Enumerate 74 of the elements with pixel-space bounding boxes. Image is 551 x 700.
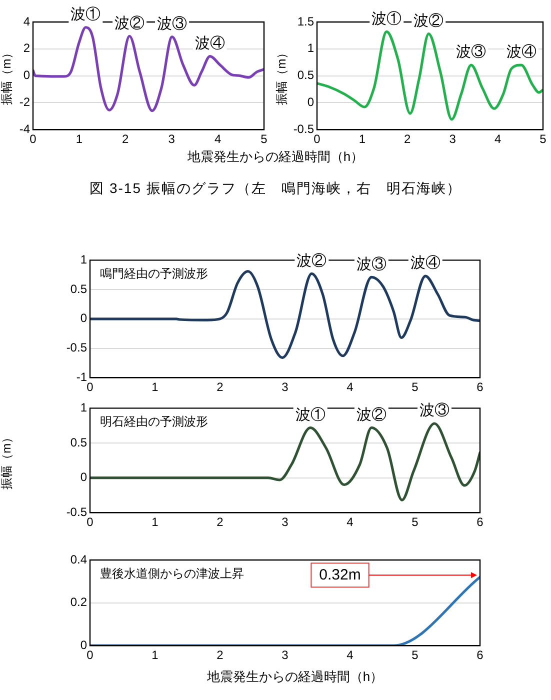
x-tick-label: 5 bbox=[260, 132, 268, 146]
x-tick-label: 6 bbox=[476, 648, 484, 662]
caption: 図 3-15 振幅のグラフ（左 鳴門海峡，右 明石海峡） bbox=[88, 180, 462, 198]
x-tick-label: 2 bbox=[404, 132, 412, 146]
y-tick-label: 0.2 bbox=[70, 595, 88, 610]
x-tick-label: 6 bbox=[476, 515, 484, 530]
x-axis-title: 地震発生からの経過時間（h） bbox=[206, 668, 384, 686]
annotation: 波④ bbox=[410, 254, 440, 272]
y-tick-label: 0 bbox=[80, 311, 88, 326]
y-tick-label: -1 bbox=[76, 370, 88, 384]
x-tick-label: 3 bbox=[282, 648, 289, 662]
x-tick-label: 5 bbox=[412, 380, 419, 394]
x-tick-label: 4 bbox=[214, 132, 222, 146]
annotation: 0.32m bbox=[319, 566, 361, 584]
y-tick-label: 1 bbox=[80, 400, 88, 415]
x-tick-label: 3 bbox=[282, 380, 289, 394]
annotation: 波③ bbox=[356, 256, 386, 273]
x-tick-label: 1 bbox=[152, 380, 159, 394]
x-tick-label: 2 bbox=[216, 515, 224, 530]
text: 豊後水道側からの津波上昇 bbox=[100, 566, 244, 580]
y-tick-label: 0.5 bbox=[297, 68, 314, 82]
text: 鳴門経由の予測波形 bbox=[100, 266, 208, 281]
x-tick-label: 3 bbox=[282, 515, 289, 530]
x-tick-label: 4 bbox=[346, 648, 354, 662]
x-tick-label: 2 bbox=[216, 380, 224, 394]
y-tick-label: 4 bbox=[23, 14, 30, 28]
x-tick-label: 4 bbox=[346, 380, 354, 394]
y-tick-label: -4 bbox=[19, 122, 30, 136]
y-tick-label: 0.5 bbox=[70, 282, 88, 296]
y-axis-title: 振幅（m） bbox=[274, 46, 289, 105]
y-axis-title: 振幅（m） bbox=[0, 431, 14, 490]
x-tick-label: 1 bbox=[152, 515, 159, 530]
x-tick-label: 5 bbox=[412, 648, 419, 662]
y-tick-label: -0.5 bbox=[293, 122, 314, 136]
y-tick-label: 0 bbox=[80, 638, 88, 652]
annotation: 波① bbox=[70, 6, 101, 24]
x-axis-title: 地震発生からの経過時間（h） bbox=[186, 148, 365, 166]
y-tick-label: 0 bbox=[307, 95, 314, 110]
annotation: 波② bbox=[414, 12, 444, 30]
y-tick-label: 2 bbox=[23, 41, 30, 56]
y-tick-label: 0 bbox=[80, 470, 88, 484]
y-tick-label: 1 bbox=[80, 252, 88, 267]
annotation: 波② bbox=[356, 406, 386, 424]
x-tick-label: 1 bbox=[152, 648, 159, 662]
x-tick-label: 4 bbox=[494, 132, 502, 146]
annotation: 波③ bbox=[420, 402, 450, 420]
annotation: 波① bbox=[295, 406, 326, 424]
x-tick-label: 4 bbox=[346, 515, 354, 530]
x-tick-label: 2 bbox=[216, 648, 224, 662]
annotation: 波④ bbox=[506, 44, 536, 61]
annotation: 波② bbox=[296, 252, 327, 270]
annotation: 波① bbox=[372, 10, 402, 28]
x-tick-label: 5 bbox=[412, 515, 419, 530]
y-tick-label: 0.4 bbox=[70, 552, 88, 566]
line-series bbox=[317, 30, 543, 121]
y-tick-label: 1 bbox=[307, 41, 314, 56]
y-tick-label: -0.5 bbox=[66, 340, 88, 355]
x-tick-label: 2 bbox=[122, 132, 130, 146]
y-tick-label: 0 bbox=[23, 68, 30, 82]
text: 明石経由の予測波形 bbox=[100, 414, 208, 429]
annotation: 波③ bbox=[157, 15, 188, 32]
x-tick-label: 5 bbox=[540, 132, 547, 146]
x-tick-label: 6 bbox=[476, 380, 484, 394]
annotation: 波④ bbox=[194, 34, 225, 52]
y-tick-label: 1.5 bbox=[297, 14, 314, 28]
x-tick-label: 3 bbox=[449, 132, 456, 146]
annotation: 波② bbox=[114, 14, 145, 32]
x-tick-label: 3 bbox=[168, 132, 176, 146]
y-tick-label: 0.5 bbox=[70, 435, 88, 450]
y-axis-title: 振幅（m） bbox=[0, 46, 14, 105]
x-tick-label: 1 bbox=[358, 132, 366, 146]
annotation: 波③ bbox=[456, 44, 486, 61]
y-tick-label: -0.5 bbox=[66, 504, 88, 519]
y-tick-label: -2 bbox=[19, 95, 30, 110]
